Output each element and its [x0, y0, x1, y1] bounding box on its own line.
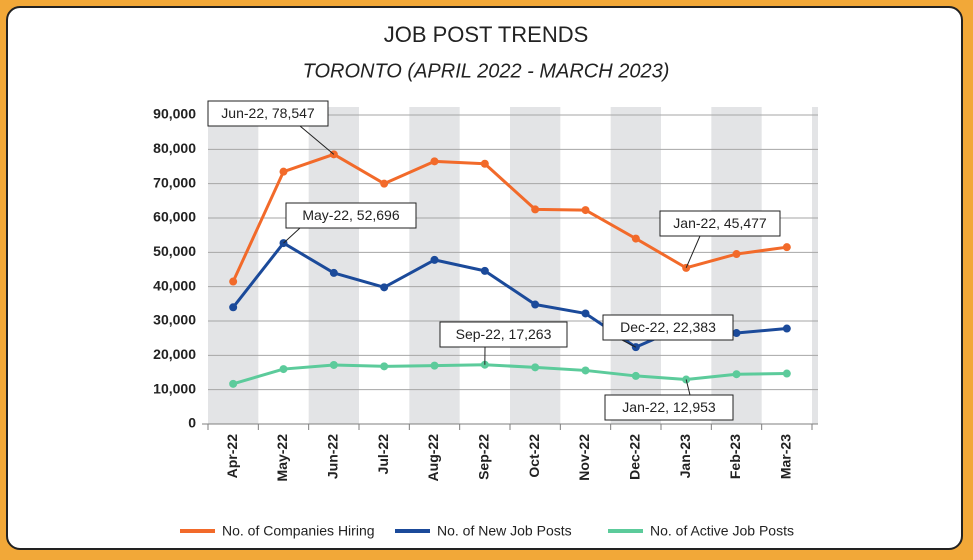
x-tick-label: May-22 — [274, 434, 290, 482]
callout-box — [604, 394, 734, 421]
point — [480, 266, 489, 275]
y-tick-label: 80,000 — [153, 140, 196, 156]
callout-line — [283, 227, 301, 244]
band — [208, 107, 259, 424]
x-tick-label: Jan-23 — [677, 434, 693, 479]
point — [329, 360, 338, 369]
annotation: May-22, 52,696 — [302, 207, 399, 223]
callout-line — [299, 125, 335, 155]
point — [229, 303, 238, 312]
y-tick-label: 90,000 — [153, 106, 196, 122]
annotation: Jun-22, 78,547 — [221, 105, 315, 121]
x-tick-label: Sep-22 — [476, 434, 492, 480]
point — [782, 324, 791, 333]
point — [430, 157, 439, 166]
point — [782, 243, 791, 252]
point — [631, 234, 640, 243]
band — [409, 107, 460, 424]
point — [430, 361, 439, 370]
point — [229, 379, 238, 388]
point — [581, 309, 590, 318]
point — [531, 300, 540, 309]
point — [279, 167, 288, 176]
x-tick-label: Aug-22 — [425, 434, 441, 482]
callout-box — [207, 100, 329, 127]
point — [531, 205, 540, 214]
point — [380, 283, 389, 292]
legend-label: No. of Active Job Posts — [650, 523, 794, 539]
point — [229, 277, 238, 286]
series-line — [231, 152, 788, 283]
point — [531, 363, 540, 372]
x-tick-label: Jun-22 — [325, 434, 341, 479]
chart-subtitle: TORONTO (APRIL 2022 - MARCH 2023) — [303, 60, 670, 82]
x-tick-label: Mar-23 — [778, 434, 794, 479]
point — [581, 206, 590, 215]
x-tick-label: Oct-22 — [526, 434, 542, 478]
annotation: Sep-22, 17,263 — [456, 326, 552, 342]
callout-box — [659, 210, 781, 237]
annotation: Jan-22, 12,953 — [622, 399, 716, 415]
y-tick-label: 60,000 — [153, 209, 196, 225]
y-tick-label: 10,000 — [153, 380, 196, 396]
x-tick-label: Feb-23 — [727, 434, 743, 479]
callout-line — [621, 339, 637, 348]
x-tick-label: Nov-22 — [576, 434, 592, 481]
legend-label: No. of New Job Posts — [437, 523, 572, 539]
x-tick-label: Jul-22 — [375, 434, 391, 475]
point — [732, 329, 741, 338]
callout-line — [685, 379, 691, 396]
callout-box — [602, 314, 734, 341]
callout-line — [685, 235, 701, 269]
series-line — [232, 363, 787, 386]
y-tick-label: 40,000 — [153, 277, 196, 293]
legend-label: No. of Companies Hiring — [222, 523, 375, 539]
point — [631, 371, 640, 380]
chart-panel — [6, 6, 963, 550]
point — [430, 255, 439, 264]
chart-title: JOB POST TRENDS — [384, 22, 589, 47]
band — [510, 107, 561, 424]
point — [782, 369, 791, 378]
y-tick-label: 70,000 — [153, 174, 196, 190]
point — [279, 365, 288, 374]
point — [581, 366, 590, 375]
y-tick-label: 30,000 — [153, 312, 196, 328]
point — [732, 370, 741, 379]
point — [480, 159, 489, 168]
point — [329, 268, 338, 277]
annotation: Dec-22, 22,383 — [620, 319, 716, 335]
band — [812, 107, 818, 424]
point — [380, 362, 389, 371]
x-tick-label: Dec-22 — [627, 434, 643, 480]
y-tick-label: 0 — [188, 415, 196, 431]
y-tick-label: 20,000 — [153, 346, 196, 362]
band — [610, 107, 661, 424]
point — [732, 250, 741, 259]
point — [380, 179, 389, 188]
callout-box — [439, 321, 568, 348]
y-tick-label: 50,000 — [153, 243, 196, 259]
annotation: Jan-22, 45,477 — [673, 215, 767, 231]
x-tick-label: Apr-22 — [224, 434, 240, 479]
callout-box — [285, 202, 417, 229]
